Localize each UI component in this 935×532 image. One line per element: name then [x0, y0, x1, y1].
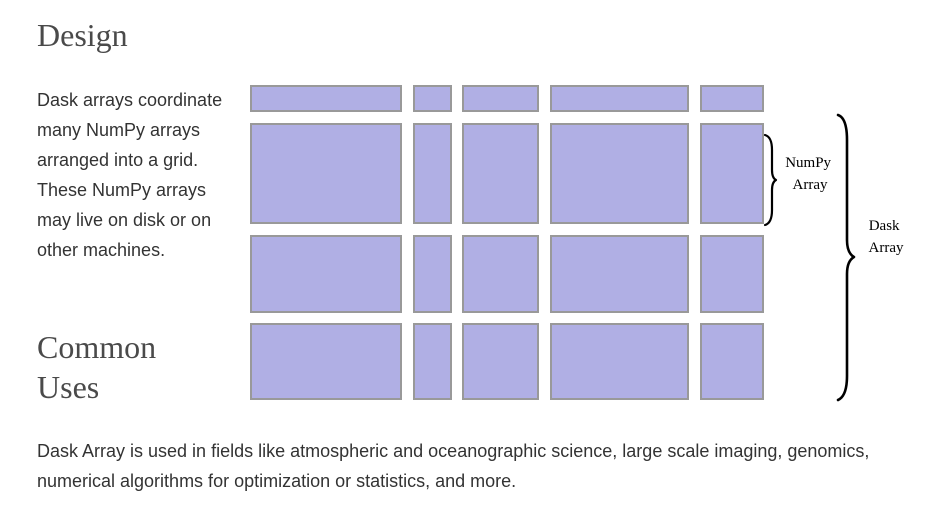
chunk-r2-c1 [250, 123, 402, 224]
chunk-r4-c4 [550, 323, 689, 400]
dask-array-brace [836, 113, 856, 402]
chunk-r4-c2 [413, 323, 452, 400]
numpy-array-brace [763, 133, 778, 227]
dask-label-line-1: Dask [869, 218, 900, 234]
chunk-r2-c3 [462, 123, 539, 224]
chunk-grid [250, 85, 764, 400]
design-heading: Design [37, 17, 128, 53]
chunk-r1-c1 [250, 85, 402, 112]
chunk-r2-c4 [550, 123, 689, 224]
chunk-r1-c5 [700, 85, 764, 112]
chunk-r4-c5 [700, 323, 764, 400]
chunk-r3-c3 [462, 235, 539, 313]
chunk-r1-c2 [413, 85, 452, 112]
chunk-r1-c3 [462, 85, 539, 112]
dask-label-line-2: Array [869, 240, 904, 256]
chunk-r2-c2 [413, 123, 452, 224]
chunk-r3-c1 [250, 235, 402, 313]
chunk-r2-c5 [700, 123, 764, 224]
chunk-r1-c4 [550, 85, 689, 112]
common-uses-heading: Common Uses [37, 329, 157, 405]
design-description: Dask arrays coordinate many NumPy arrays… [37, 90, 223, 260]
numpy-array-label: NumPy Array [785, 155, 835, 193]
chunk-r4-c3 [462, 323, 539, 400]
numpy-label-line-2: Array [793, 177, 828, 193]
dask-array-label: Dask Array [869, 218, 904, 256]
chunk-r4-c1 [250, 323, 402, 400]
common-uses-description: Dask Array is used in fields like atmosp… [37, 441, 870, 491]
chunk-r3-c5 [700, 235, 764, 313]
chunk-r3-c4 [550, 235, 689, 313]
numpy-label-line-1: NumPy [785, 155, 831, 171]
chunk-r3-c2 [413, 235, 452, 313]
